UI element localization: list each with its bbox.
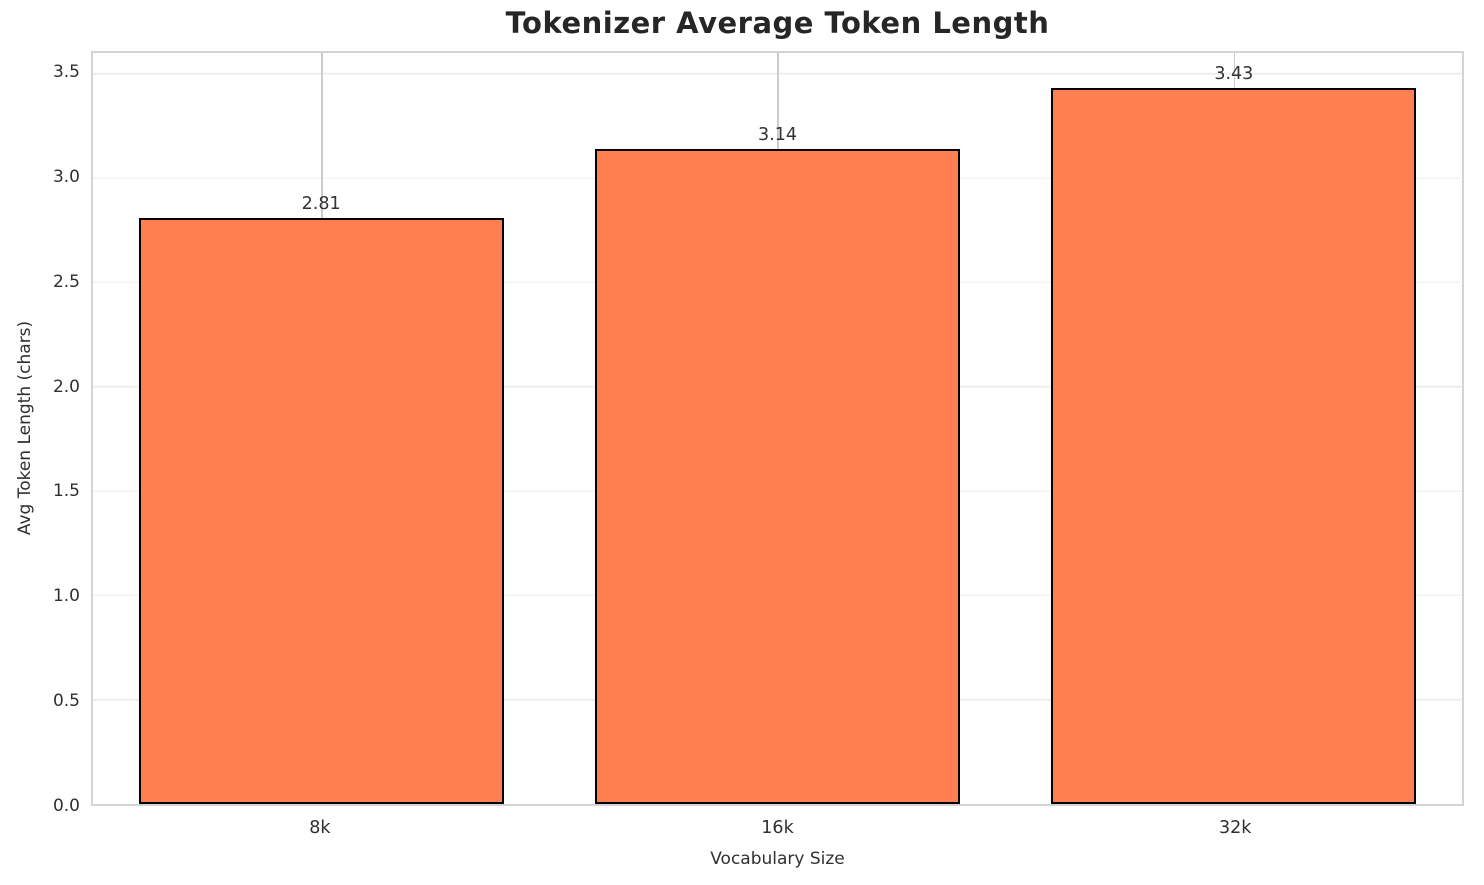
bar-slot-16k: 3.14	[549, 53, 1005, 804]
y-tick-label: 1.0	[52, 586, 80, 607]
bar-32k	[1051, 88, 1417, 804]
y-tick-label: 3.0	[52, 166, 80, 187]
bar-16k	[594, 148, 961, 804]
bar-value-label: 2.81	[301, 193, 341, 214]
y-tick-label: 2.5	[52, 271, 80, 292]
y-axis-ticks: 0.0 0.5 1.0 1.5 2.0 2.5 3.0 3.5	[0, 51, 80, 816]
bars-row: 2.81 3.14 3.43	[93, 53, 1462, 804]
bar-value-label: 3.14	[758, 124, 797, 145]
y-tick-label: 3.5	[52, 61, 80, 82]
bar-slot-8k: 2.81	[93, 53, 549, 804]
y-tick-label: 1.5	[52, 481, 80, 502]
x-axis-ticks: 8k 16k 32k	[91, 818, 1464, 838]
x-tick-label-8k: 8k	[309, 818, 331, 838]
y-tick-label: 2.0	[52, 376, 80, 397]
bar-8k	[138, 217, 504, 804]
chart-title: Tokenizer Average Token Length	[505, 6, 1050, 40]
bar-value-label: 3.43	[1214, 64, 1254, 85]
x-axis-label: Vocabulary Size	[710, 849, 845, 869]
y-tick-label: 0.0	[52, 796, 80, 816]
y-tick-label: 0.5	[52, 691, 80, 712]
bar-slot-32k: 3.43	[1006, 53, 1462, 804]
x-tick-label-32k: 32k	[1218, 818, 1252, 838]
plot-area: 2.81 3.14 3.43	[91, 51, 1464, 806]
x-tick-label-16k: 16k	[761, 818, 794, 838]
